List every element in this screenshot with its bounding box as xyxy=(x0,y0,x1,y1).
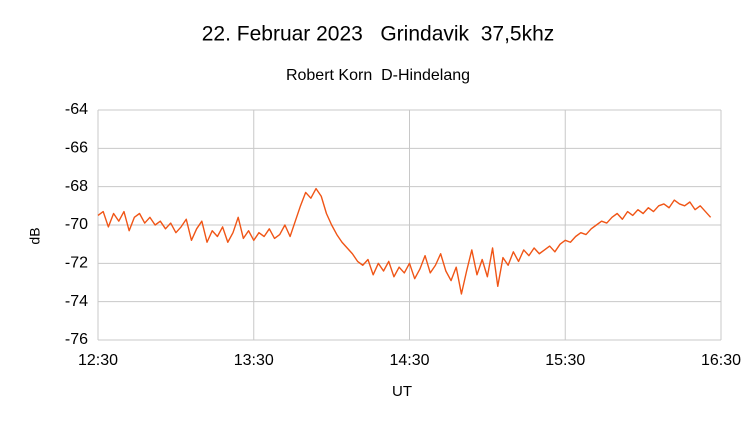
y-tick-label: -72 xyxy=(65,255,88,272)
x-axis-label: UT xyxy=(392,383,412,400)
plot-area: -64 -66 -68 -70 -72 -74 -76 12:30 13:30 14:30 15:3… xyxy=(65,101,741,369)
y-tick-label: -70 xyxy=(65,216,88,233)
x-tick-label: 12:30 xyxy=(78,352,118,369)
y-tick-label: -68 xyxy=(65,178,88,195)
x-tick-label: 14:30 xyxy=(389,352,429,369)
chart-title: 22. Februar 2023 Grindavik 37,5khz xyxy=(202,23,555,46)
x-tick-label: 16:30 xyxy=(701,352,741,369)
y-tick-label: -76 xyxy=(65,331,88,348)
x-tick-label: 15:30 xyxy=(545,352,585,369)
y-tick-label: -64 xyxy=(65,101,88,118)
y-tick-label: -66 xyxy=(65,140,88,157)
y-axis-label: dB xyxy=(27,227,43,244)
data-line xyxy=(97,187,712,295)
chart-subtitle: Robert Korn D-Hindelang xyxy=(286,67,470,84)
y-tick-label: -74 xyxy=(65,293,88,310)
x-tick-label: 13:30 xyxy=(234,352,274,369)
